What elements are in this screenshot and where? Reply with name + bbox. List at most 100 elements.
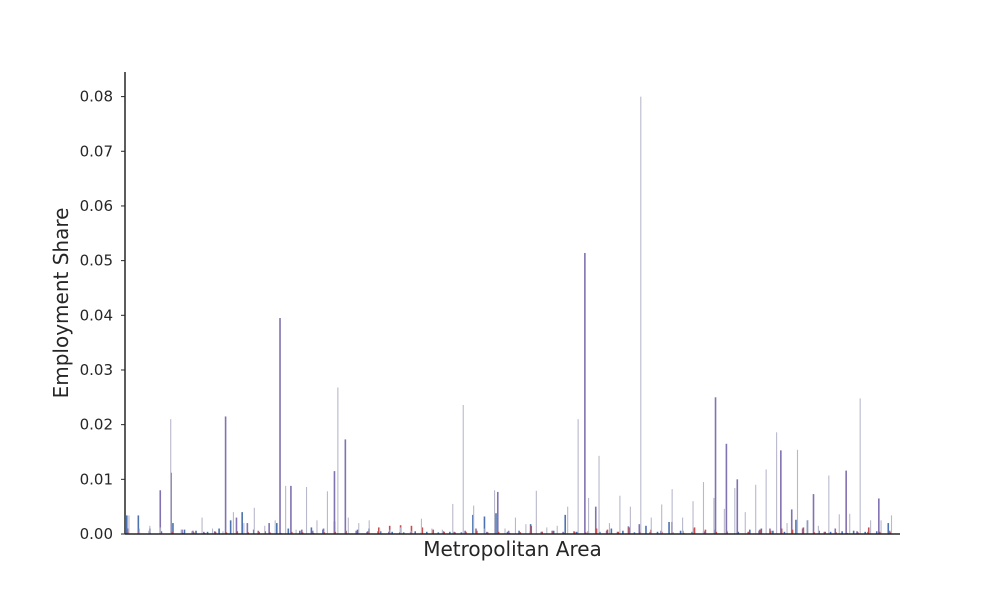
- bar: [506, 531, 509, 534]
- bar: [619, 495, 621, 534]
- bar: [845, 470, 847, 534]
- y-tick-label: 0.00: [80, 525, 113, 543]
- bar: [645, 525, 647, 534]
- bar: [462, 404, 464, 534]
- bar: [225, 532, 228, 534]
- bar: [887, 523, 890, 534]
- bar: [246, 523, 249, 534]
- bar: [796, 449, 799, 534]
- bar: [834, 528, 837, 534]
- bar: [425, 531, 428, 534]
- bar: [128, 515, 130, 534]
- bar: [824, 531, 826, 534]
- bar: [595, 528, 598, 534]
- bar: [638, 524, 641, 534]
- bar: [813, 532, 816, 534]
- bar: [410, 530, 412, 534]
- bar: [616, 531, 619, 534]
- bar: [473, 505, 475, 534]
- bar: [337, 387, 339, 534]
- bar: [274, 520, 276, 534]
- y-tick-label: 0.01: [80, 470, 113, 488]
- bar: [857, 532, 859, 534]
- bar: [599, 531, 601, 534]
- bar: [889, 532, 892, 534]
- bar: [326, 491, 328, 534]
- bar: [713, 497, 715, 534]
- bar: [640, 96, 642, 534]
- bar: [126, 515, 128, 534]
- bar: [253, 507, 255, 534]
- bar: [556, 525, 558, 534]
- bar: [347, 517, 349, 534]
- bar: [878, 498, 880, 534]
- y-axis-ticks: 0.00 0.01 0.02 0.03 0.04 0.05 0.06 0.07 0.08: [80, 88, 125, 543]
- bar: [704, 529, 707, 534]
- bar: [243, 523, 245, 534]
- bar: [573, 531, 576, 534]
- bar: [867, 527, 870, 534]
- bar: [795, 519, 797, 534]
- bar: [290, 531, 293, 534]
- bar: [159, 527, 161, 534]
- bar: [525, 524, 527, 534]
- bar: [629, 506, 631, 534]
- bar: [765, 469, 767, 534]
- bar: [880, 520, 882, 534]
- bar: [748, 531, 750, 534]
- bar: [828, 475, 830, 534]
- bar: [749, 529, 751, 534]
- bar: [299, 530, 301, 534]
- bar: [414, 531, 417, 534]
- bar: [247, 532, 249, 534]
- bar: [606, 529, 609, 534]
- bar: [201, 517, 203, 534]
- bars-group: [126, 96, 893, 534]
- bar: [567, 506, 569, 534]
- bar: [449, 531, 451, 534]
- bar: [431, 528, 433, 534]
- bar: [859, 398, 861, 534]
- bar: [367, 531, 369, 534]
- bar: [224, 416, 227, 534]
- bar: [437, 532, 440, 534]
- bar: [472, 514, 474, 534]
- bar: [322, 528, 325, 534]
- bar: [378, 527, 380, 534]
- bar: [460, 532, 463, 534]
- bar: [755, 484, 757, 534]
- bar: [279, 318, 281, 534]
- bar: [310, 527, 313, 534]
- bar: [149, 525, 151, 534]
- y-tick-label: 0.04: [80, 306, 113, 324]
- bar: [344, 439, 347, 534]
- bar: [870, 520, 872, 534]
- bar: [530, 525, 533, 534]
- y-axis-title: Employment Share: [49, 208, 73, 399]
- bar: [780, 528, 783, 534]
- bar: [628, 527, 631, 534]
- bar: [181, 529, 183, 534]
- bar: [229, 520, 232, 534]
- bar: [639, 531, 641, 534]
- bar: [206, 531, 209, 534]
- bar: [269, 532, 271, 534]
- bar: [355, 530, 358, 534]
- bar: [852, 530, 855, 534]
- bar: [633, 532, 636, 534]
- y-tick-label: 0.05: [80, 252, 113, 270]
- bar: [575, 531, 578, 534]
- bar: [829, 531, 832, 534]
- bar: [564, 514, 567, 534]
- bar: [714, 397, 717, 534]
- bar: [723, 508, 725, 534]
- bar: [671, 489, 673, 534]
- bar: [541, 531, 543, 534]
- bar: [290, 485, 292, 534]
- bar: [334, 531, 337, 534]
- bar: [495, 513, 497, 534]
- bar: [483, 516, 486, 534]
- bar: [744, 512, 746, 534]
- bar: [452, 503, 454, 534]
- bar: [737, 531, 740, 534]
